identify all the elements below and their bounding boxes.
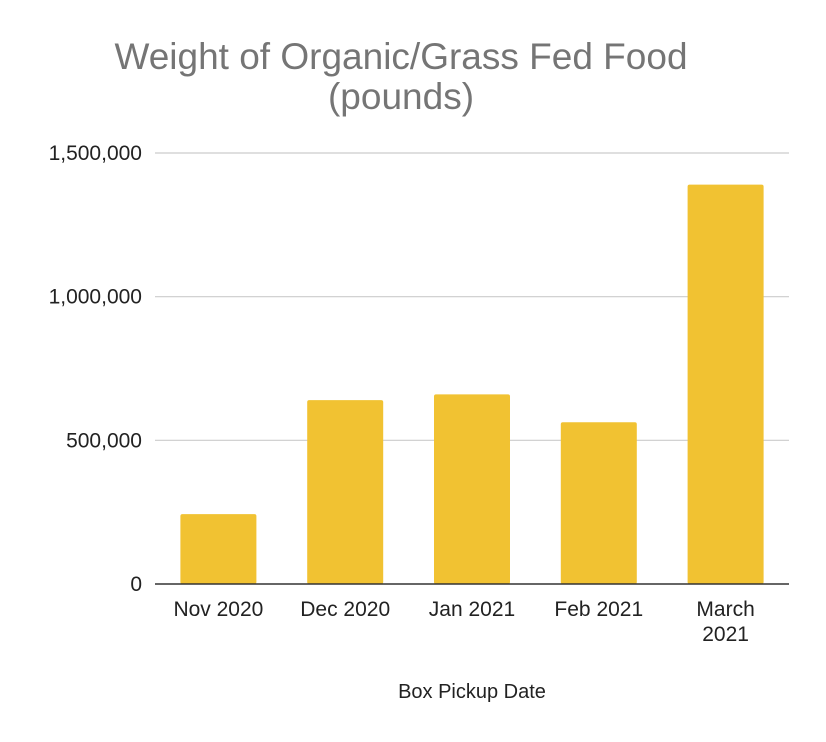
bar: [180, 514, 257, 584]
x-tick-label: Dec 2020: [300, 598, 390, 621]
x-axis-ticks: Nov 2020 Dec 2020 Jan 2021 Feb 2021 March202…: [173, 598, 754, 646]
bar: [560, 422, 637, 584]
bar: [434, 394, 510, 584]
x-tick-label: Nov 2020: [173, 598, 263, 621]
y-axis-ticks: 0 500,000 1,000,000 1,500,000: [49, 142, 142, 596]
x-tick-label: March: [696, 598, 754, 621]
y-tick-label: 0: [130, 573, 142, 596]
x-axis-title: Box Pickup Date: [398, 681, 546, 703]
y-tick-label: 1,000,000: [49, 286, 142, 309]
bar: [687, 184, 764, 584]
bars: [180, 184, 764, 584]
y-tick-label: 500,000: [66, 429, 142, 452]
x-tick-label: 2021: [702, 623, 749, 646]
bar: [307, 400, 384, 584]
chart-title: Weight of Organic/Grass Fed Food (pounds…: [114, 36, 687, 117]
x-tick-label: Feb 2021: [554, 598, 643, 621]
x-tick-label: Jan 2021: [429, 598, 515, 621]
chart-title-line-1: Weight of Organic/Grass Fed Food: [114, 36, 687, 77]
chart-title-line-2: (pounds): [328, 76, 474, 117]
y-tick-label: 1,500,000: [49, 142, 142, 165]
